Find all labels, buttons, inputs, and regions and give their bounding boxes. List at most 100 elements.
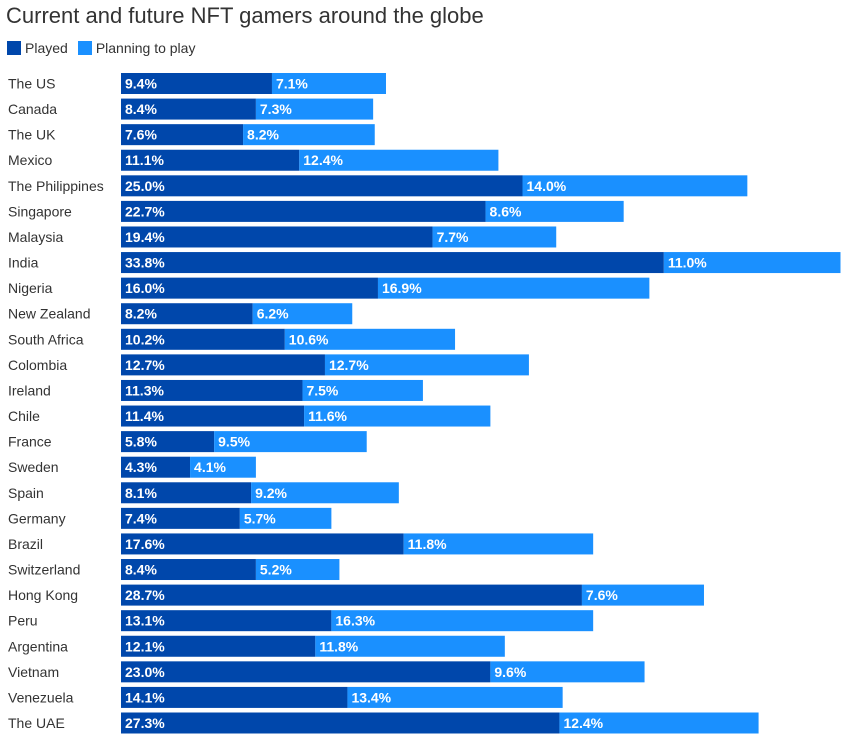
bar-planning[interactable] xyxy=(239,507,332,529)
bar-planning[interactable] xyxy=(214,431,367,453)
data-label-planning: 6.2% xyxy=(257,306,289,322)
data-label-played: 7.6% xyxy=(125,127,157,143)
category-label: Colombia xyxy=(8,357,67,373)
data-label-planning: 16.3% xyxy=(335,613,375,629)
bar-played[interactable] xyxy=(121,379,303,401)
bar-planning[interactable] xyxy=(490,661,645,683)
data-label-played: 5.8% xyxy=(125,434,157,450)
data-label-played: 28.7% xyxy=(125,587,165,603)
bar-played[interactable] xyxy=(121,252,664,274)
category-label: Chile xyxy=(8,408,40,424)
category-label: The UK xyxy=(8,127,56,143)
category-label: Spain xyxy=(8,485,44,501)
bar-played[interactable] xyxy=(121,686,348,708)
bar-played[interactable] xyxy=(121,200,486,222)
bar-played[interactable] xyxy=(121,507,240,529)
data-label-planning: 7.6% xyxy=(586,587,618,603)
bar-planning[interactable] xyxy=(485,200,624,222)
category-label: Peru xyxy=(8,613,38,629)
data-label-played: 12.7% xyxy=(125,357,165,373)
bar-played[interactable] xyxy=(121,328,285,350)
bar-planning[interactable] xyxy=(559,712,759,734)
bar-played[interactable] xyxy=(121,610,332,632)
data-label-played: 11.1% xyxy=(125,152,164,168)
category-label: Sweden xyxy=(8,459,59,475)
category-label: France xyxy=(8,434,52,450)
bar-planning[interactable] xyxy=(284,328,456,350)
data-label-planning: 13.4% xyxy=(351,689,391,705)
bar-planning[interactable] xyxy=(403,533,594,555)
bar-played[interactable] xyxy=(121,73,272,94)
data-label-played: 11.3% xyxy=(125,382,164,398)
data-label-planning: 7.7% xyxy=(437,229,469,245)
data-label-played: 8.1% xyxy=(125,485,157,501)
bar-planning[interactable] xyxy=(302,379,423,401)
bar-played[interactable] xyxy=(121,277,378,299)
category-label: The US xyxy=(8,76,55,92)
category-label: Nigeria xyxy=(8,280,53,296)
bar-planning[interactable] xyxy=(324,354,529,376)
bar-played[interactable] xyxy=(121,661,491,683)
bar-planning[interactable] xyxy=(304,405,491,427)
category-label: Venezuela xyxy=(8,689,74,705)
bar-played[interactable] xyxy=(121,533,404,555)
bar-planning[interactable] xyxy=(252,303,353,325)
legend-item-played[interactable]: Played xyxy=(7,40,68,56)
bar-planning[interactable] xyxy=(432,226,557,248)
data-label-played: 17.6% xyxy=(125,536,165,552)
bar-planning[interactable] xyxy=(331,610,594,632)
bar-played[interactable] xyxy=(121,712,560,734)
bar-played[interactable] xyxy=(121,124,244,146)
category-label: Brazil xyxy=(8,536,43,552)
data-label-planning: 12.4% xyxy=(303,152,343,168)
data-label-played: 7.4% xyxy=(125,510,157,526)
bar-played[interactable] xyxy=(121,149,300,171)
category-label: Germany xyxy=(8,510,66,526)
bar-played[interactable] xyxy=(121,635,316,657)
bar-played[interactable] xyxy=(121,482,252,504)
data-label-planning: 11.8% xyxy=(408,536,447,552)
bar-planning[interactable] xyxy=(251,482,399,504)
bar-played[interactable] xyxy=(121,98,256,120)
bar-planning[interactable] xyxy=(299,149,499,171)
data-label-planning: 5.2% xyxy=(260,562,292,578)
bar-planning[interactable] xyxy=(347,686,563,708)
category-label: India xyxy=(8,255,39,271)
data-label-planning: 12.4% xyxy=(563,715,603,731)
bar-planning[interactable] xyxy=(315,635,505,657)
data-label-planning: 11.0% xyxy=(668,255,707,271)
bar-played[interactable] xyxy=(121,559,256,581)
bar-played[interactable] xyxy=(121,303,253,325)
bar-planning[interactable] xyxy=(377,277,650,299)
data-label-planning: 7.3% xyxy=(260,101,292,117)
bar-played[interactable] xyxy=(121,584,582,606)
bar-planning[interactable] xyxy=(581,584,704,606)
data-label-planning: 14.0% xyxy=(527,178,567,194)
data-label-planning: 7.1% xyxy=(276,76,308,92)
data-label-planning: 9.2% xyxy=(255,485,287,501)
bar-planning[interactable] xyxy=(255,98,374,120)
bar-planning[interactable] xyxy=(663,252,841,274)
data-label-planning: 8.6% xyxy=(490,203,522,219)
bar-planning[interactable] xyxy=(255,559,340,581)
data-label-played: 4.3% xyxy=(125,459,157,475)
bar-played[interactable] xyxy=(121,405,305,427)
bar-played[interactable] xyxy=(121,456,191,478)
data-label-played: 19.4% xyxy=(125,229,165,245)
data-label-played: 14.1% xyxy=(125,689,165,705)
bar-planning[interactable] xyxy=(522,175,748,197)
data-label-played: 11.4% xyxy=(125,408,164,424)
data-label-played: 12.1% xyxy=(125,638,165,654)
bar-played[interactable] xyxy=(121,175,523,197)
bar-played[interactable] xyxy=(121,226,433,248)
bar-played[interactable] xyxy=(121,431,215,453)
bar-planning[interactable] xyxy=(271,73,386,94)
legend-item-planning[interactable]: Planning to play xyxy=(77,40,195,56)
bar-planning[interactable] xyxy=(190,456,256,478)
chart-title: Current and future NFT gamers around the… xyxy=(6,3,484,28)
category-label: South Africa xyxy=(8,331,84,347)
bar-planning[interactable] xyxy=(243,124,375,146)
bar-played[interactable] xyxy=(121,354,325,376)
category-label: New Zealand xyxy=(8,306,91,322)
data-label-planning: 11.6% xyxy=(308,408,347,424)
